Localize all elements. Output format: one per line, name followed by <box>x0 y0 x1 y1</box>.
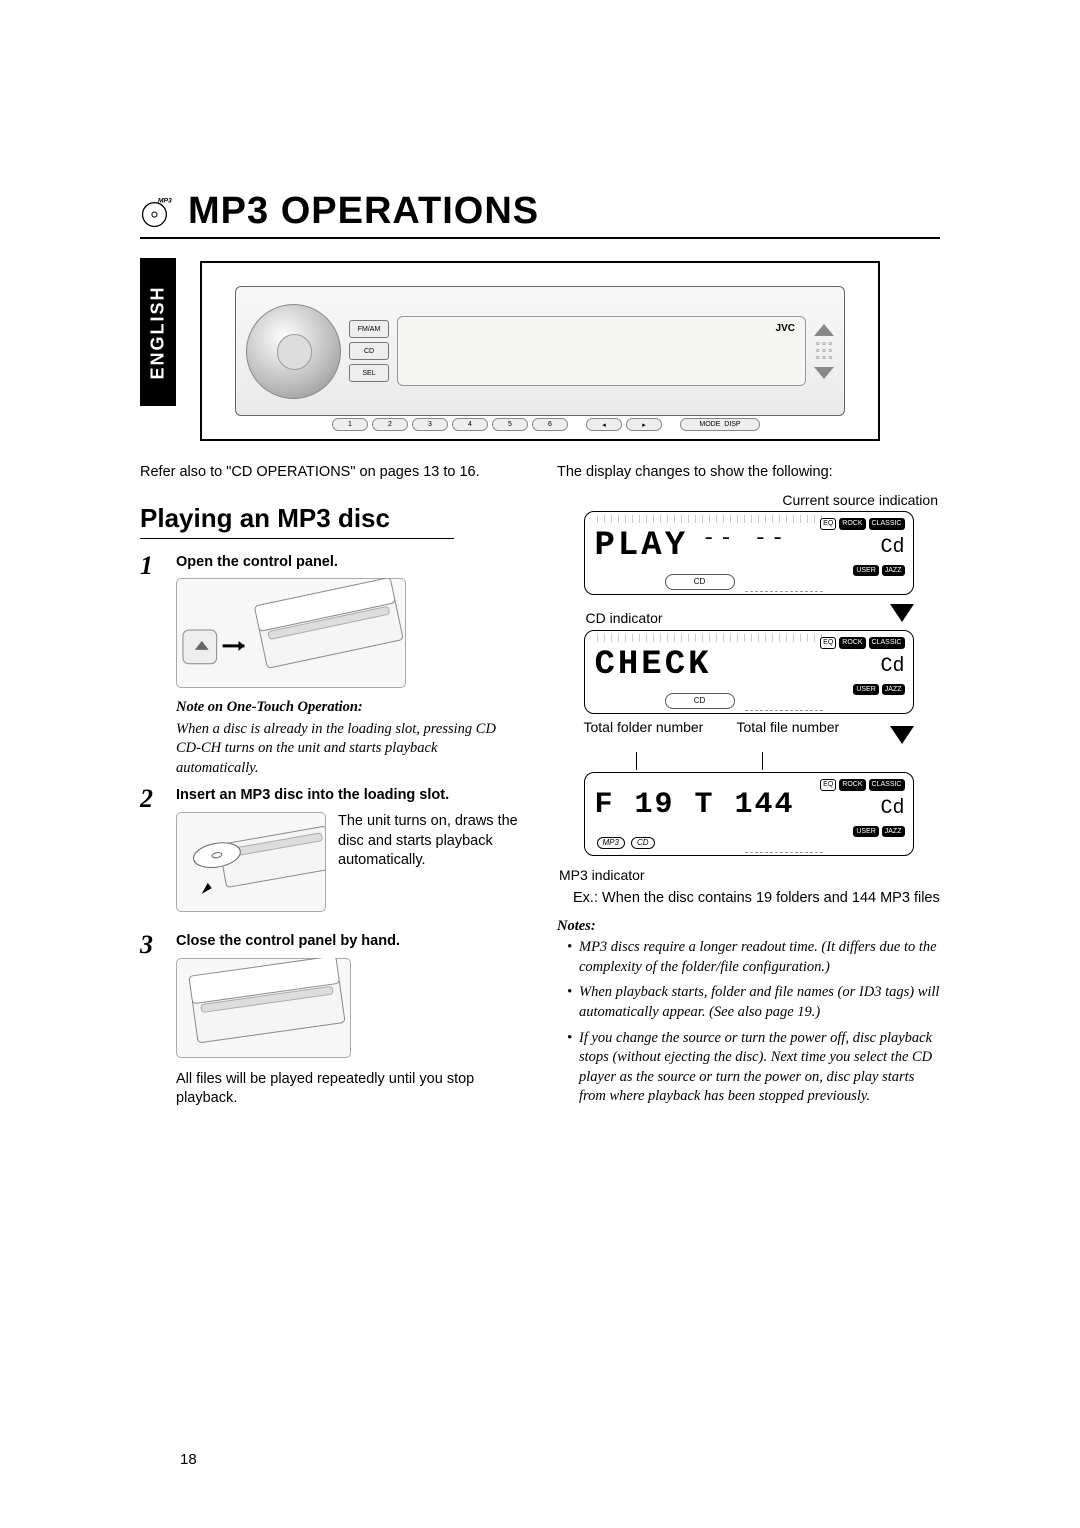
right-column: The display changes to show the followin… <box>557 463 940 1125</box>
step-3-number: 3 <box>140 932 166 1117</box>
radio-unit-figure: FM/AM CD SEL JVC ∘∘∘∘∘∘∘∘∘ 1 2 3 4 5 6 ◂… <box>200 261 880 441</box>
page-header: MP3 MP3 OPERATIONS <box>140 190 940 239</box>
display-play: PLAY -- -- CD EQ ROCK CLASSIC Cd USER JA… <box>584 511 914 595</box>
page-title: MP3 OPERATIONS <box>188 190 539 233</box>
cd-badge-1: CD <box>665 574 735 590</box>
radio-right-controls: ∘∘∘∘∘∘∘∘∘ <box>814 324 834 379</box>
language-tab: ENGLISH <box>140 258 176 406</box>
user-chip: USER <box>853 565 878 576</box>
right-intro: The display changes to show the followin… <box>557 463 940 483</box>
preset-4: 4 <box>452 418 488 431</box>
language-tab-text: ENGLISH <box>148 285 169 379</box>
step-1: 1 Open the control panel. <box>140 553 523 779</box>
step-2-number: 2 <box>140 786 166 924</box>
display-stack: PLAY -- -- CD EQ ROCK CLASSIC Cd USER JA… <box>557 511 940 860</box>
seek-back: ◂ <box>586 418 622 431</box>
cd-button: CD <box>349 342 389 360</box>
step-1-head: Open the control panel. <box>176 553 523 573</box>
preset-1: 1 <box>332 418 368 431</box>
mp3-disc-icon: MP3 <box>140 195 174 229</box>
eq-chip: EQ <box>820 518 836 529</box>
callout-cd-indicator: CD indicator <box>586 609 890 628</box>
note-item: When playback starts, folder and file na… <box>567 983 940 1022</box>
step-1-note-body: When a disc is already in the loading sl… <box>176 720 523 779</box>
down-arrow-2 <box>890 726 914 744</box>
indicator-lines <box>584 752 914 770</box>
content-columns: Refer also to "CD OPERATIONS" on pages 1… <box>140 463 940 1125</box>
step-2-body: The unit turns on, draws the disc and st… <box>338 812 523 871</box>
volume-dial <box>246 304 341 399</box>
note-item: MP3 discs require a longer readout time.… <box>567 938 940 977</box>
display-counts: F 19 T 144 MP3 CD EQ ROCK CLASSIC Cd USE… <box>584 772 914 856</box>
cd-oval-badge: CD <box>631 837 655 850</box>
radio-mid-buttons: FM/AM CD SEL <box>349 320 389 382</box>
step-2-head: Insert an MP3 disc into the loading slot… <box>176 786 523 806</box>
down-arrow-1 <box>890 604 914 622</box>
label-total-folder: Total folder number <box>584 718 737 737</box>
up-icon <box>814 324 834 336</box>
label-total-file: Total file number <box>737 718 890 737</box>
radio-body: FM/AM CD SEL JVC ∘∘∘∘∘∘∘∘∘ <box>235 286 845 416</box>
example-text: Ex.: When the disc contains 19 folders a… <box>573 889 940 909</box>
display-play-dashes: -- -- <box>702 526 788 551</box>
step-3: 3 Close the control panel by hand. All f… <box>140 932 523 1117</box>
mode-disp: MODE DISP <box>680 418 760 431</box>
seek-fwd: ▸ <box>626 418 662 431</box>
note-item: If you change the source or turn the pow… <box>567 1029 940 1107</box>
section-title: Playing an MP3 disc <box>140 501 454 539</box>
preset-6: 6 <box>532 418 568 431</box>
notes-title: Notes: <box>557 917 940 937</box>
label-mp3-indicator: MP3 indicator <box>559 866 940 885</box>
display-counts-side: EQ ROCK CLASSIC Cd USER JAZZ <box>833 779 905 849</box>
down-icon <box>814 367 834 379</box>
radio-bottom-row: 1 2 3 4 5 6 ◂ ▸ MODE DISP <box>332 418 818 431</box>
button-dots: ∘∘∘∘∘∘∘∘∘ <box>815 341 834 362</box>
preset-5: 5 <box>492 418 528 431</box>
display-play-text: PLAY <box>595 524 689 570</box>
display-check-side: EQ ROCK CLASSIC Cd USER JAZZ <box>833 637 905 707</box>
step-1-figure <box>176 578 406 688</box>
step-3-after: All files will be played repeatedly unti… <box>176 1070 523 1109</box>
fmam-button: FM/AM <box>349 320 389 338</box>
step-3-head: Close the control panel by hand. <box>176 932 523 952</box>
notes-list: MP3 discs require a longer readout time.… <box>557 938 940 1107</box>
display-counts-text: F 19 T 144 <box>595 785 795 826</box>
brand-label: JVC <box>776 323 795 334</box>
step-2: 2 Insert an MP3 disc into the loading sl… <box>140 786 523 924</box>
radio-display: JVC <box>397 316 806 386</box>
display-counts-cd: Cd <box>833 795 905 822</box>
rock-chip: ROCK <box>839 518 865 529</box>
preset-3: 3 <box>412 418 448 431</box>
preset-2: 2 <box>372 418 408 431</box>
left-column: Refer also to "CD OPERATIONS" on pages 1… <box>140 463 523 1125</box>
step-3-figure <box>176 958 351 1058</box>
step-2-figure <box>176 812 326 912</box>
display-play-cd: Cd <box>833 534 905 561</box>
jazz-chip: JAZZ <box>882 565 905 576</box>
display-check-text: CHECK <box>595 643 712 689</box>
callout-source: Current source indication <box>557 491 938 510</box>
cd-badge-2: CD <box>665 693 735 709</box>
mp3-badge: MP3 <box>597 837 625 850</box>
display-play-side: EQ ROCK CLASSIC Cd USER JAZZ <box>833 518 905 588</box>
step-1-number: 1 <box>140 553 166 779</box>
classic-chip: CLASSIC <box>869 518 905 529</box>
page-number: 18 <box>180 1451 197 1468</box>
display-check: CHECK CD EQ ROCK CLASSIC Cd USER JAZZ <box>584 630 914 714</box>
sel-button: SEL <box>349 364 389 382</box>
step-1-note-title: Note on One-Touch Operation: <box>176 698 523 718</box>
svg-text:MP3: MP3 <box>158 198 172 205</box>
intro-reference: Refer also to "CD OPERATIONS" on pages 1… <box>140 463 523 483</box>
display-check-cd: Cd <box>833 653 905 680</box>
